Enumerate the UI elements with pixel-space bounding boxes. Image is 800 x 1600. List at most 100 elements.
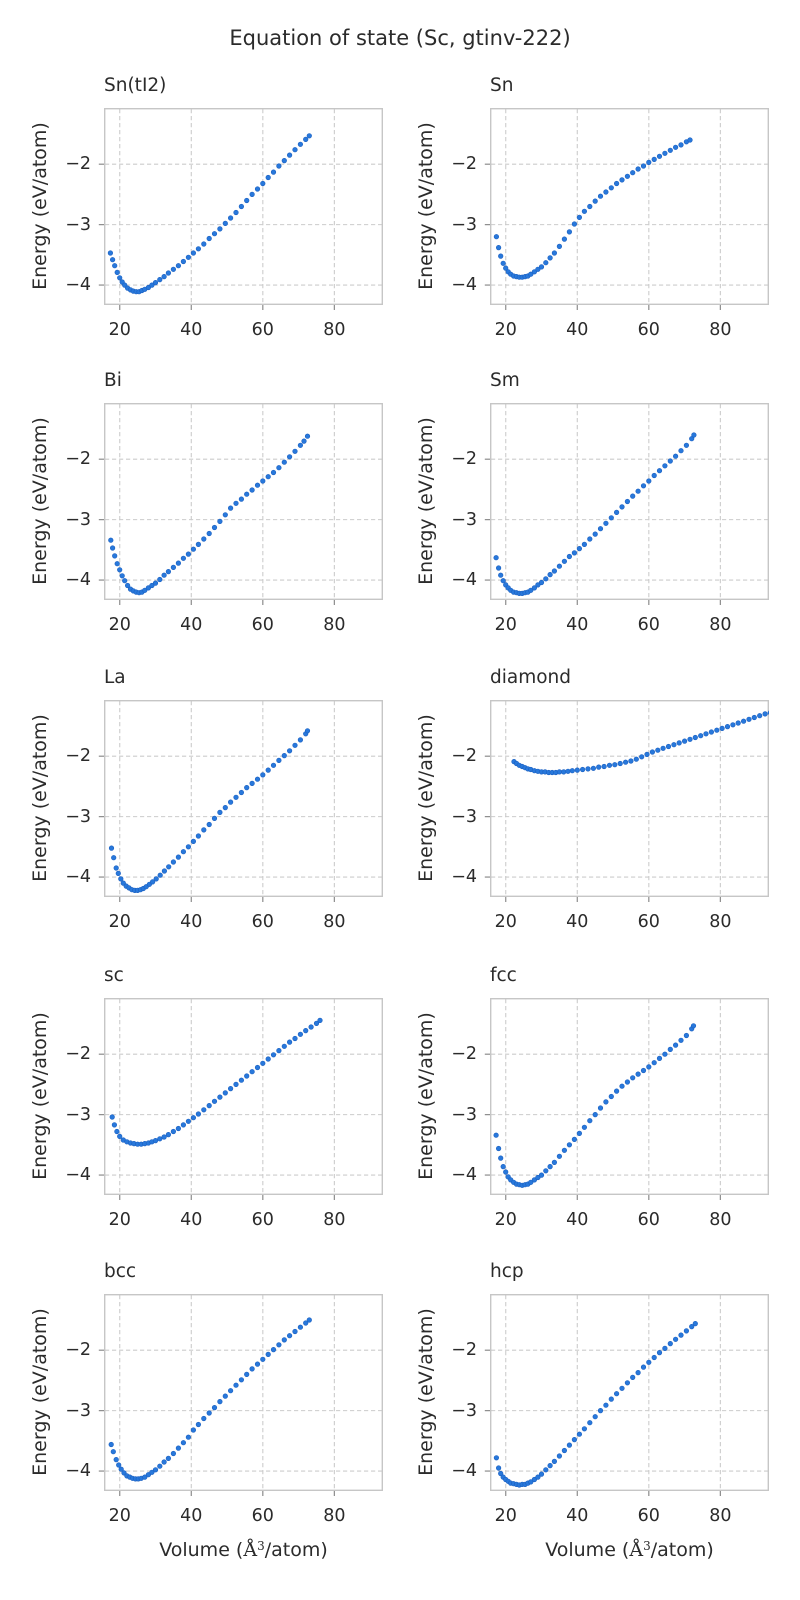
- tick-marks: [484, 1349, 721, 1496]
- subplot-title: Sn: [490, 75, 514, 96]
- axes-spine: [103, 108, 383, 306]
- subplot-title: La: [104, 667, 126, 688]
- axes-spine: [103, 998, 383, 1196]
- axes-spine: [103, 700, 383, 898]
- x-tick-label: 20: [494, 1506, 517, 1526]
- y-tick-label: −4: [65, 867, 91, 888]
- subplot-title: Sn(tI2): [104, 75, 167, 96]
- gridlines: [105, 999, 382, 1194]
- subplot-title: diamond: [490, 667, 572, 688]
- scatter-series: [511, 710, 769, 776]
- scatter-series: [108, 1317, 312, 1482]
- scatter-series: [108, 728, 311, 893]
- x-tick-label: 40: [180, 1506, 203, 1526]
- y-tick-label: −2: [65, 449, 91, 470]
- gridlines: [491, 404, 768, 599]
- subplot-title: bcc: [104, 1261, 137, 1282]
- angstrom-exponent: 3: [257, 1539, 265, 1553]
- x-tick-label: 60: [251, 1210, 274, 1230]
- y-tick-label: −3: [65, 806, 91, 827]
- x-tick-label: 20: [108, 320, 131, 340]
- x-tick-label: 40: [180, 320, 203, 340]
- y-tick-label: −2: [451, 449, 477, 470]
- subplot-title: fcc: [490, 965, 517, 986]
- tick-marks: [98, 755, 335, 902]
- x-tick-label: 40: [566, 320, 589, 340]
- x-axis-label-post: /atom): [264, 1539, 328, 1561]
- axes-spine: [489, 700, 769, 898]
- x-tick-label: 40: [566, 1506, 589, 1526]
- axes-spine: [489, 108, 769, 306]
- y-tick-label: −3: [451, 509, 477, 530]
- x-tick-label: 60: [251, 1506, 274, 1526]
- y-tick-label: −3: [65, 1400, 91, 1421]
- x-tick-label: 20: [494, 1210, 517, 1230]
- x-tick-label: 40: [180, 1210, 203, 1230]
- subplot-title: hcp: [490, 1261, 524, 1282]
- x-tick-label: 60: [251, 912, 274, 932]
- y-tick-label: −2: [65, 746, 91, 767]
- gridlines: [491, 1295, 768, 1490]
- x-tick-label: 40: [566, 615, 589, 635]
- axes-spine: [489, 998, 769, 1196]
- tick-marks: [484, 458, 721, 605]
- y-tick-label: −3: [65, 1104, 91, 1125]
- x-axis-label: Volume (Å3/atom): [490, 1539, 769, 1561]
- x-tick-label: 60: [637, 320, 660, 340]
- x-tick-label: 80: [323, 1210, 346, 1230]
- tick-marks: [98, 163, 335, 310]
- x-tick-label: 80: [323, 912, 346, 932]
- scatter-series: [493, 432, 697, 596]
- x-tick-label: 80: [709, 1506, 732, 1526]
- y-tick-label: −4: [65, 275, 91, 296]
- axes-spine: [489, 1294, 769, 1492]
- x-tick-label: 40: [566, 1210, 589, 1230]
- x-tick-label: 20: [108, 1210, 131, 1230]
- x-tick-label: 20: [108, 912, 131, 932]
- y-tick-label: −2: [65, 1044, 91, 1065]
- angstrom-exponent: 3: [643, 1539, 651, 1553]
- scatter-series: [493, 1023, 697, 1188]
- y-tick-label: −4: [65, 570, 91, 591]
- eos-plot-sm: [484, 403, 769, 605]
- eos-plot-hcp: [484, 1294, 769, 1496]
- y-tick-label: −2: [451, 1044, 477, 1065]
- x-axis-label-pre: Volume (: [159, 1539, 244, 1561]
- tick-marks: [98, 1053, 335, 1200]
- x-tick-label: 80: [323, 615, 346, 635]
- tick-marks: [484, 163, 721, 310]
- x-tick-label: 80: [709, 615, 732, 635]
- eos-plot-sc: [98, 998, 383, 1200]
- scatter-series: [493, 1321, 698, 1488]
- x-tick-label: 20: [108, 1506, 131, 1526]
- x-tick-label: 60: [637, 1210, 660, 1230]
- y-tick-label: −3: [451, 806, 477, 827]
- axes-spine: [103, 403, 383, 601]
- angstrom-symbol: Å3: [243, 1539, 265, 1561]
- x-tick-label: 80: [323, 320, 346, 340]
- subplot-title: sc: [104, 965, 124, 986]
- x-tick-label: 80: [323, 1506, 346, 1526]
- x-tick-label: 20: [494, 912, 517, 932]
- x-tick-label: 60: [637, 1506, 660, 1526]
- scatter-series: [107, 133, 312, 295]
- angstrom-symbol: Å3: [629, 1539, 651, 1561]
- y-tick-label: −3: [451, 1104, 477, 1125]
- x-axis-label: Volume (Å3/atom): [104, 1539, 383, 1561]
- eos-plot-sn: [484, 108, 769, 310]
- x-tick-label: 60: [637, 912, 660, 932]
- x-tick-label: 40: [180, 615, 203, 635]
- x-axis-label-post: /atom): [650, 1539, 714, 1561]
- y-tick-label: −2: [451, 746, 477, 767]
- scatter-series: [108, 433, 311, 596]
- eos-plot-bi: [98, 403, 383, 605]
- y-tick-label: −4: [65, 1165, 91, 1186]
- y-tick-label: −4: [65, 1461, 91, 1482]
- y-tick-label: −2: [65, 1340, 91, 1361]
- subplot-title: Bi: [104, 370, 122, 391]
- eos-plot-snti2: [98, 108, 383, 310]
- x-axis-label-pre: Volume (: [545, 1539, 630, 1561]
- figure-title: Equation of state (Sc, gtinv-222): [229, 26, 571, 50]
